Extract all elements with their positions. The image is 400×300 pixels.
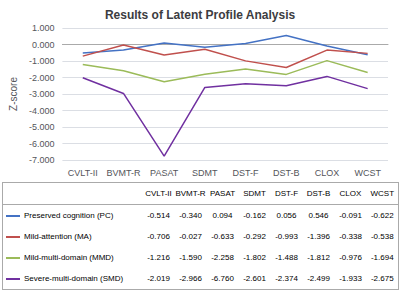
html-text:Severe-multi-domain (SMD): Severe-multi-domain (SMD) bbox=[24, 274, 124, 283]
html-text:-1.396: -1.396 bbox=[307, 232, 330, 241]
html-text:0.094: 0.094 bbox=[212, 211, 233, 220]
svg-text:0.000: 0.000 bbox=[32, 40, 55, 50]
html-text:-0.993: -0.993 bbox=[275, 232, 298, 241]
svg-text:-4.000: -4.000 bbox=[29, 106, 55, 116]
html-text:-2.019: -2.019 bbox=[147, 274, 170, 283]
html-text:-0.162: -0.162 bbox=[243, 211, 266, 220]
html-text:-1.812: -1.812 bbox=[307, 253, 330, 262]
svg-text:-7.000: -7.000 bbox=[29, 155, 55, 165]
html-text:DST-F: DST-F bbox=[274, 189, 298, 198]
html-text:-0.027: -0.027 bbox=[179, 232, 202, 241]
html-text:-0.622: -0.622 bbox=[370, 211, 394, 220]
html-text:-2.601: -2.601 bbox=[243, 274, 266, 283]
html-text:Mild-multi-domain (MMD): Mild-multi-domain (MMD) bbox=[24, 253, 114, 262]
svg-text:BVMT-R: BVMT-R bbox=[106, 168, 141, 178]
html-text:PASAT: PASAT bbox=[210, 189, 235, 198]
html-text:-0.976: -0.976 bbox=[339, 253, 362, 262]
svg-text:PASAT: PASAT bbox=[150, 168, 179, 178]
svg-text:-1.000: -1.000 bbox=[29, 56, 55, 66]
svg-text:CLOX: CLOX bbox=[315, 168, 340, 178]
html-text:0.546: 0.546 bbox=[308, 211, 329, 220]
html-text:-0.091: -0.091 bbox=[339, 211, 362, 220]
html-text:-1.802: -1.802 bbox=[243, 253, 266, 262]
html-text:-1.488: -1.488 bbox=[275, 253, 298, 262]
html-text:-0.338: -0.338 bbox=[339, 232, 362, 241]
svg-text:Z-score: Z-score bbox=[8, 77, 19, 111]
html-text:-0.706: -0.706 bbox=[147, 232, 170, 241]
html-text:-0.538: -0.538 bbox=[370, 232, 394, 241]
svg-text:WCST: WCST bbox=[354, 168, 381, 178]
svg-text:-6.000: -6.000 bbox=[29, 139, 55, 149]
svg-text:Results of Latent Profile Anal: Results of Latent Profile Analysis bbox=[105, 8, 296, 22]
html-text:-2.675: -2.675 bbox=[370, 274, 394, 283]
html-text:-0.292: -0.292 bbox=[243, 232, 266, 241]
svg-text:DST-B: DST-B bbox=[273, 168, 300, 178]
html-text:SDMT: SDMT bbox=[243, 189, 266, 198]
html-text:Preserved cognition (PC): Preserved cognition (PC) bbox=[24, 211, 114, 220]
html-text:-2.258: -2.258 bbox=[211, 253, 234, 262]
svg-text:SDMT: SDMT bbox=[192, 168, 218, 178]
svg-text:-2.000: -2.000 bbox=[29, 73, 55, 83]
html-text:WCST: WCST bbox=[370, 189, 394, 198]
html-text:-2.499: -2.499 bbox=[307, 274, 330, 283]
html-text:-1.590: -1.590 bbox=[179, 253, 202, 262]
html-text:-1.694: -1.694 bbox=[370, 253, 394, 262]
html-text:Mild-attention (MA): Mild-attention (MA) bbox=[24, 232, 92, 241]
html-text:-2.374: -2.374 bbox=[275, 274, 298, 283]
svg-text:-3.000: -3.000 bbox=[29, 89, 55, 99]
svg-text:-5.000: -5.000 bbox=[29, 122, 55, 132]
svg-text:DST-F: DST-F bbox=[233, 168, 260, 178]
html-text:DST-B: DST-B bbox=[306, 189, 331, 198]
html-text:-1.216: -1.216 bbox=[147, 253, 170, 262]
html-text:-0.514: -0.514 bbox=[147, 211, 170, 220]
svg-text:CVLT-II: CVLT-II bbox=[68, 168, 98, 178]
svg-text:1.000: 1.000 bbox=[32, 23, 55, 33]
html-text:CLOX: CLOX bbox=[339, 189, 362, 198]
html-text:-0.633: -0.633 bbox=[211, 232, 234, 241]
html-text:-1.933: -1.933 bbox=[339, 274, 362, 283]
html-text:0.056: 0.056 bbox=[276, 211, 297, 220]
html-text:-2.966: -2.966 bbox=[179, 274, 202, 283]
html-text:-6.760: -6.760 bbox=[211, 274, 234, 283]
html-text:CVLT-II BVMT-R: CVLT-II BVMT-R bbox=[145, 189, 206, 198]
html-text:-0.340: -0.340 bbox=[179, 211, 202, 220]
